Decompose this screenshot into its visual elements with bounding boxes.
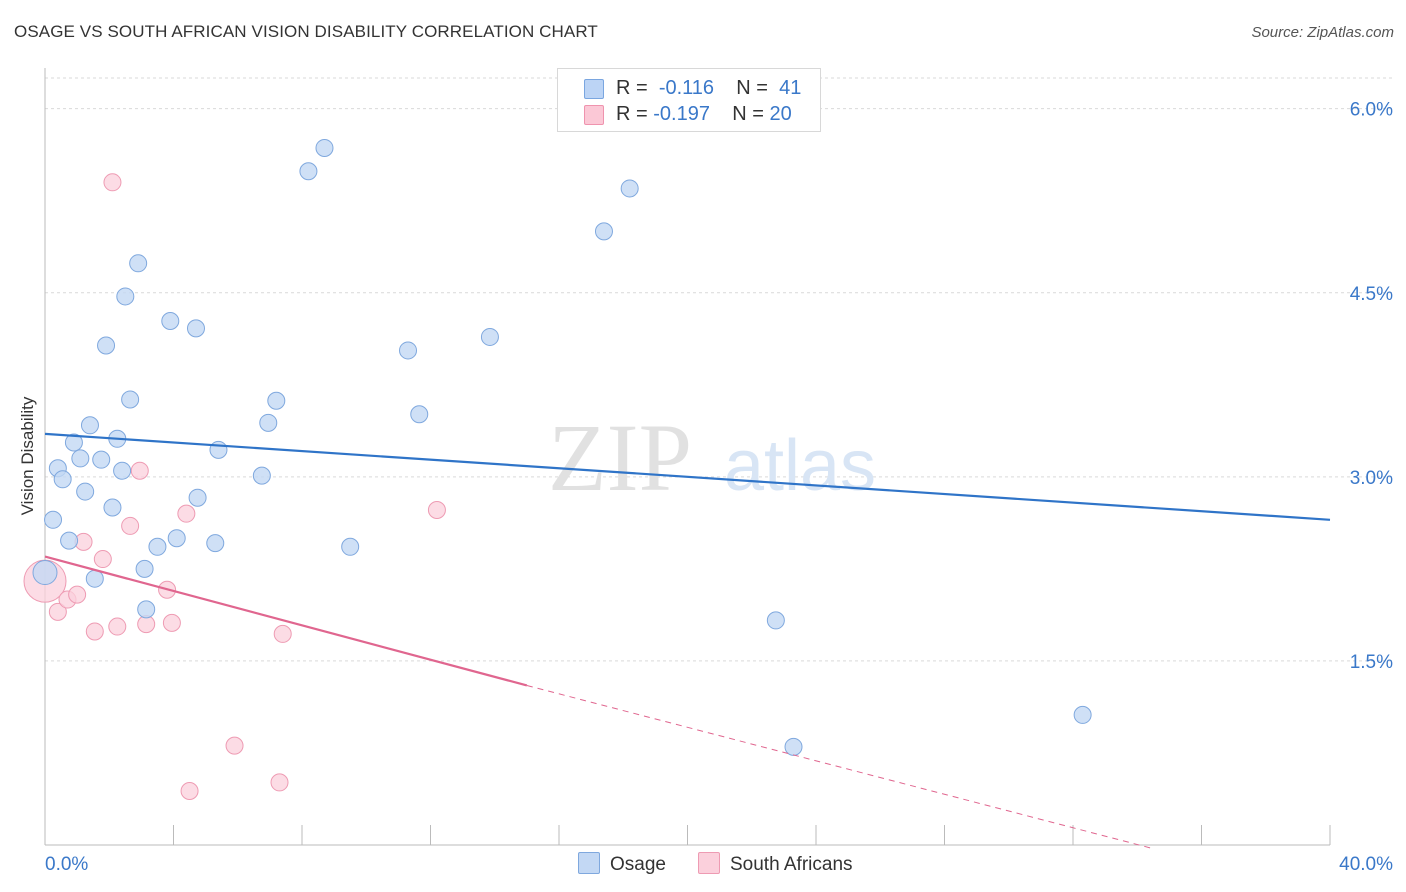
chart-title: OSAGE VS SOUTH AFRICAN VISION DISABILITY… [14, 22, 598, 41]
osage-points [32, 138, 1092, 756]
osage-point [103, 498, 122, 517]
osage-point [60, 531, 79, 550]
sa-legend-label: South Africans [730, 854, 853, 875]
osage-point [1073, 705, 1092, 724]
osage-point [53, 470, 72, 489]
osage-point [92, 450, 111, 469]
legend-row-south-africans: R = -0.197 N = 20 [558, 101, 820, 127]
south-africans-point [68, 585, 87, 604]
y-tick-label: 6.0% [1350, 100, 1393, 121]
osage-point [64, 433, 83, 452]
osage-point [784, 737, 803, 756]
x-tick-label-max: 40.0% [1339, 854, 1393, 875]
osage-point [186, 319, 205, 338]
south-africans-point [427, 500, 446, 519]
south-africans-point [121, 516, 140, 535]
x-tick-label-min: 0.0% [45, 854, 88, 875]
osage-point [121, 390, 140, 409]
south-africans-swatch [584, 105, 604, 125]
osage-point [480, 327, 499, 346]
south-africans-point [162, 613, 181, 632]
osage-point [341, 537, 360, 556]
osage-point [85, 569, 104, 588]
source-label: Source: ZipAtlas.com [1251, 24, 1394, 41]
osage-point [267, 391, 286, 410]
osage-point [167, 529, 186, 548]
osage-point [161, 311, 180, 330]
south-africans-point [270, 773, 289, 792]
sa-legend-swatch [698, 852, 720, 874]
osage-n-value: 41 [779, 77, 802, 99]
osage-point [71, 449, 90, 468]
osage-point [315, 138, 334, 157]
tick-labels: 1.5% 3.0% 4.5% 6.0% 0.0% 40.0% [45, 100, 1393, 875]
osage-swatch [584, 79, 604, 99]
south-africans-point [273, 624, 292, 643]
watermark-atlas: atlas [724, 426, 876, 506]
osage-point [188, 488, 207, 507]
south-africans-point [93, 550, 112, 569]
osage-point [620, 179, 639, 198]
osage-point [32, 560, 58, 586]
osage-point [148, 537, 167, 556]
trend-lines [44, 432, 1331, 850]
osage-point [259, 413, 278, 432]
osage-point [129, 254, 148, 273]
south-africans-trend-extension [526, 684, 1154, 850]
y-tick-label: 1.5% [1350, 652, 1393, 673]
osage-point [766, 611, 785, 630]
watermark: ZIP atlas [548, 404, 876, 511]
axes [44, 68, 1331, 846]
osage-point [206, 534, 225, 553]
south-africans-point [177, 504, 196, 523]
watermark-zip: ZIP [548, 404, 692, 511]
south-africans-point [108, 617, 127, 636]
osage-legend-swatch [578, 852, 600, 874]
osage-point [209, 440, 228, 459]
sa-r-value: -0.197 [653, 103, 710, 125]
south-africans-point [130, 461, 149, 480]
sa-n-value: 20 [769, 103, 792, 125]
osage-point [299, 162, 318, 181]
osage-point [97, 336, 116, 355]
y-axis-label: Vision Disability [18, 396, 37, 516]
osage-point [44, 510, 63, 529]
osage-point [594, 222, 613, 241]
legend-row-osage: R = -0.116 N = 41 [558, 75, 820, 101]
y-tick-label: 3.0% [1350, 468, 1393, 489]
osage-point [135, 559, 154, 578]
correlation-legend: R = -0.116 N = 41 R = -0.197 N = 20 [557, 68, 821, 132]
osage-point [116, 287, 135, 306]
south-africans-point [85, 622, 104, 641]
south-africans-point [180, 782, 199, 801]
south-africans-point [103, 173, 122, 192]
osage-r-value: -0.116 [658, 77, 715, 99]
y-tick-label: 4.5% [1350, 284, 1393, 305]
south-africans-point [48, 602, 67, 621]
osage-point [80, 416, 99, 435]
osage-trend-line [44, 432, 1331, 521]
osage-point [137, 600, 156, 619]
osage-point [113, 461, 132, 480]
osage-point [399, 341, 418, 360]
osage-point [76, 482, 95, 501]
south-africans-point [225, 736, 244, 755]
south-africans-trend-line [44, 555, 528, 687]
osage-legend-label: Osage [610, 854, 666, 875]
grid-lines [45, 77, 1395, 662]
osage-point [410, 405, 429, 424]
legend-item-south-africans[interactable]: South Africans [698, 852, 853, 876]
osage-point [252, 466, 271, 485]
legend-item-osage[interactable]: Osage [578, 852, 666, 876]
